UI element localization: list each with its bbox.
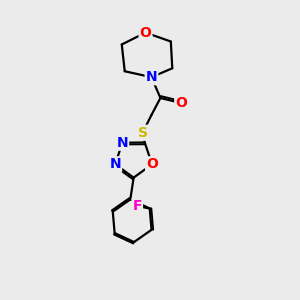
Text: O: O bbox=[140, 26, 152, 40]
Text: O: O bbox=[175, 96, 187, 110]
Text: O: O bbox=[146, 157, 158, 171]
Text: N: N bbox=[116, 136, 128, 150]
Text: N: N bbox=[146, 70, 157, 84]
Text: N: N bbox=[110, 157, 121, 171]
Text: F: F bbox=[133, 199, 142, 213]
Text: S: S bbox=[138, 126, 148, 140]
